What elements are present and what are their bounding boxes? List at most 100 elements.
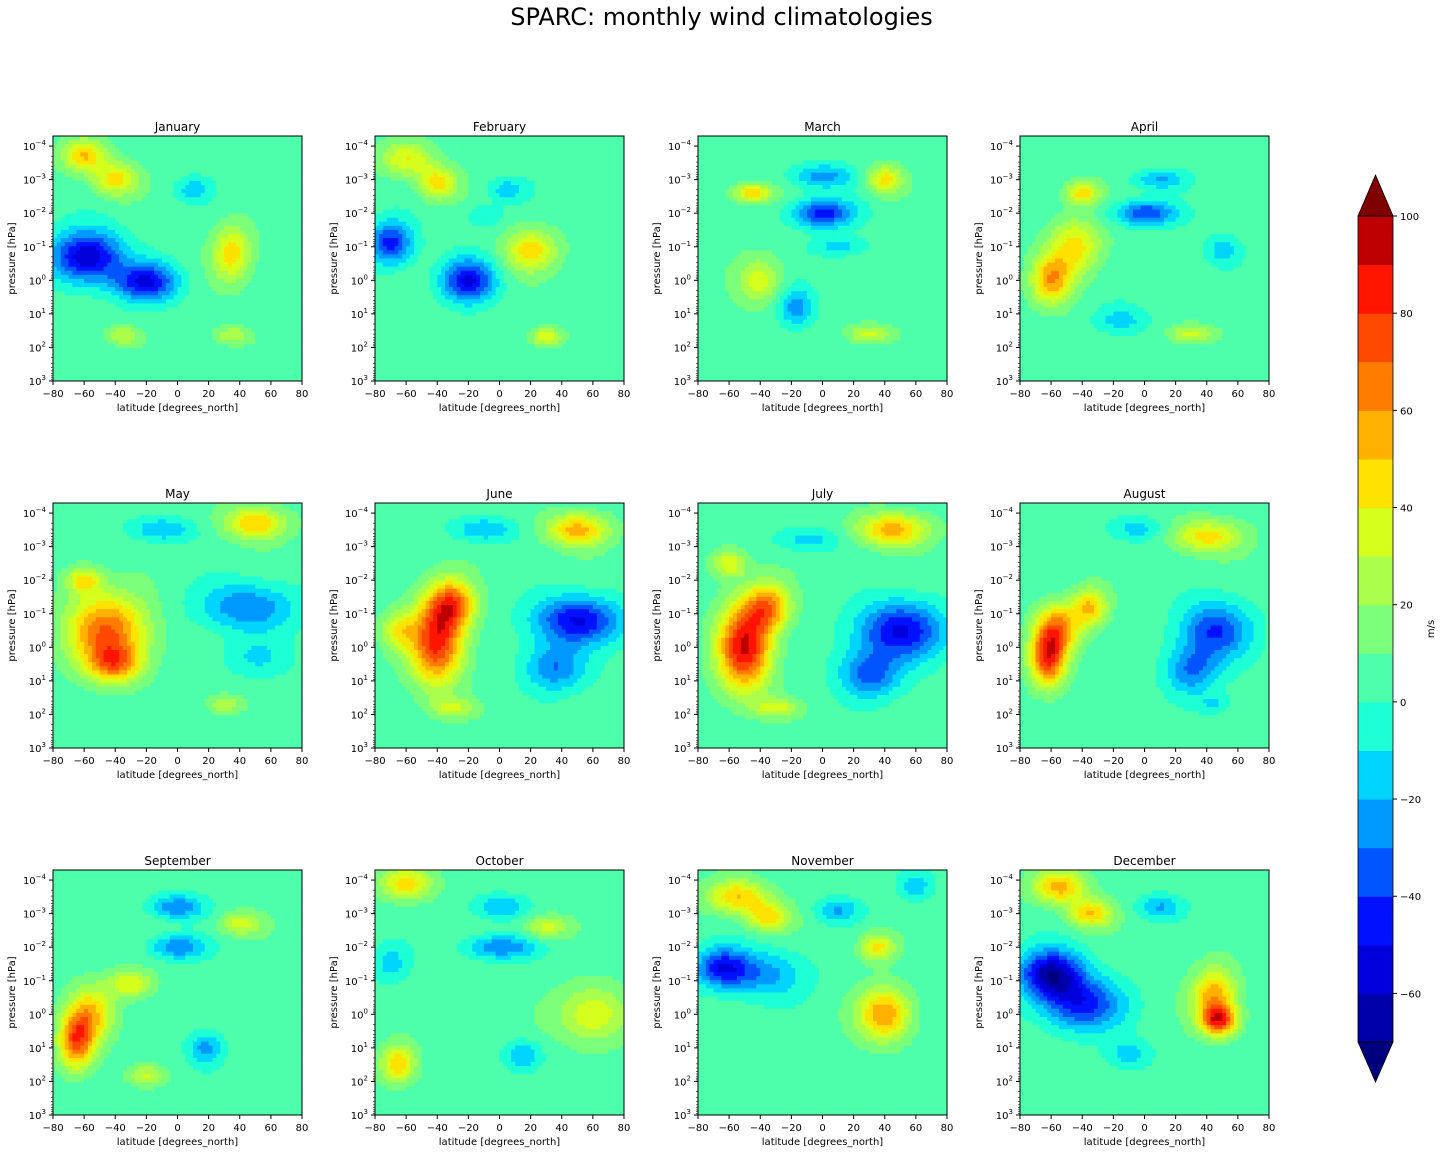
contour-cell (255, 213, 260, 219)
contour-cell (216, 185, 221, 190)
contour-cell (592, 185, 598, 190)
contour-cell (382, 197, 388, 202)
contour-cell (88, 201, 93, 207)
contour-cell (255, 140, 260, 145)
contour-cell (231, 201, 237, 207)
contour-cell (68, 368, 74, 374)
contour-cell (239, 278, 245, 284)
contour-cell (511, 152, 516, 158)
contour-cell (53, 344, 58, 349)
contour-cell (107, 217, 112, 223)
contour-cell (278, 176, 284, 182)
contour-cell (216, 201, 221, 207)
contour-cell (274, 213, 280, 219)
contour-cell (224, 180, 229, 186)
contour-cell (231, 221, 237, 227)
contour-cell (251, 172, 256, 178)
contour-cell (375, 189, 380, 194)
contour-cell (200, 258, 206, 264)
contour-cell (239, 303, 245, 309)
contour-cell (56, 209, 62, 215)
contour-cell (220, 225, 225, 231)
contour-cell (99, 189, 105, 194)
contour-cell (126, 327, 132, 333)
contour-cell (138, 348, 144, 354)
contour-cell (298, 185, 302, 190)
contour-cell (402, 136, 407, 141)
contour-cell (282, 291, 288, 296)
contour-cell (398, 189, 403, 194)
contour-cell (204, 180, 210, 186)
contour-cell (80, 225, 85, 231)
contour-cell (212, 344, 218, 349)
contour-cell (243, 234, 249, 239)
contour-cell (189, 274, 194, 280)
contour-cell (111, 287, 116, 292)
contour-cell (282, 168, 288, 174)
contour-cell (274, 315, 280, 321)
contour-cell (165, 246, 171, 251)
contour-cell (134, 156, 140, 162)
contour-cell (228, 332, 233, 337)
contour-cell (231, 209, 237, 215)
contour-cell (452, 168, 458, 174)
y-tick-label: 10−3 (23, 173, 46, 187)
contour-cell (266, 311, 272, 317)
contour-cell (511, 144, 516, 149)
contour-cell (224, 168, 229, 174)
contour-cell (72, 376, 77, 381)
contour-cell (64, 225, 70, 231)
contour-cell (530, 176, 536, 182)
contour-cell (181, 136, 186, 141)
contour-cell (216, 160, 221, 166)
contour-cell (72, 213, 77, 219)
contour-cell (185, 254, 190, 260)
contour-cell (103, 360, 109, 366)
contour-cell (278, 299, 284, 305)
contour-cell (290, 262, 295, 268)
contour-cell (620, 168, 624, 174)
contour-cell (138, 205, 144, 211)
contour-cell (247, 274, 253, 280)
contour-cell (53, 209, 58, 215)
contour-cell (445, 180, 450, 186)
contour-cell (553, 156, 559, 162)
contour-cell (298, 356, 302, 362)
contour-cell (565, 160, 571, 166)
contour-cell (208, 319, 214, 325)
contour-cell (212, 270, 218, 276)
contour-cell (200, 266, 206, 272)
contour-cell (80, 229, 85, 235)
contour-cell (294, 156, 299, 162)
contour-cell (239, 364, 245, 370)
contour-cell (107, 274, 112, 280)
contour-cell (161, 348, 167, 354)
contour-cell (204, 299, 210, 305)
contour-cell (99, 283, 105, 288)
contour-cell (282, 160, 288, 166)
contour-cell (88, 136, 93, 141)
contour-cell (255, 323, 260, 329)
contour-cell (64, 217, 70, 223)
contour-cell (243, 144, 249, 149)
contour-cell (298, 368, 302, 374)
contour-cell (165, 180, 171, 186)
contour-cell (107, 242, 112, 247)
contour-cell (185, 176, 190, 182)
contour-cell (95, 364, 101, 370)
contour-cell (298, 193, 302, 198)
contour-cell (165, 140, 171, 145)
contour-cell (123, 193, 128, 198)
contour-cell (243, 299, 249, 305)
contour-cell (193, 266, 198, 272)
contour-cell (200, 364, 206, 370)
contour-cell (286, 213, 291, 219)
contour-cell (154, 168, 159, 174)
contour-cell (115, 315, 120, 321)
contour-cell (259, 201, 264, 207)
contour-cell (220, 278, 225, 284)
contour-cell (247, 209, 253, 215)
contour-cell (565, 193, 571, 198)
contour-cell (53, 238, 58, 243)
contour-cell (138, 344, 144, 349)
